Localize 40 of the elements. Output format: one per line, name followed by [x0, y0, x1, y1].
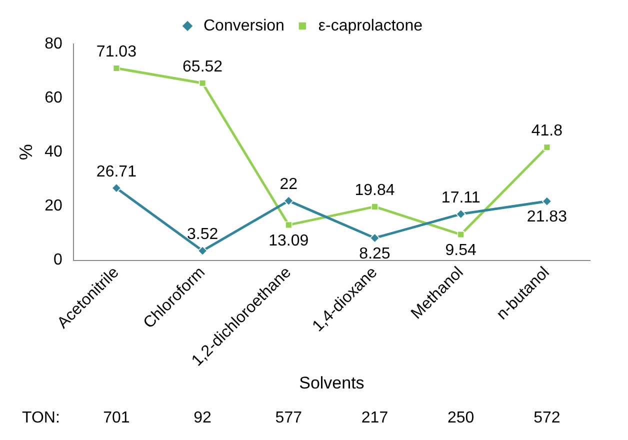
legend-label: Conversion — [203, 17, 284, 34]
point — [543, 144, 551, 151]
data-label: 22 — [280, 176, 298, 194]
point — [198, 80, 206, 87]
point — [198, 246, 208, 256]
data-label: 71.03 — [96, 44, 137, 61]
data-label: 9.54 — [445, 242, 477, 259]
y-tick-label: 20 — [44, 198, 62, 215]
text: 701 — [103, 409, 130, 426]
point — [112, 64, 120, 72]
text: TON: — [22, 409, 60, 426]
text: 250 — [448, 409, 474, 426]
y-tick-label: 80 — [44, 35, 62, 52]
text: 577 — [275, 409, 302, 426]
x-axis-title: Solvents — [299, 373, 364, 392]
point — [285, 221, 292, 228]
y-tick-label: 40 — [44, 144, 62, 161]
y-tick-label: 0 — [53, 252, 62, 269]
point — [112, 183, 122, 193]
y-tick-label: 60 — [44, 89, 62, 106]
data-label: 3.52 — [186, 226, 218, 244]
point — [457, 230, 464, 238]
data-label: 19.84 — [354, 182, 395, 200]
y-axis-title: % — [16, 144, 36, 160]
text: 217 — [361, 409, 388, 426]
data-label: 65.52 — [182, 58, 223, 76]
text: 572 — [534, 409, 560, 426]
point — [456, 209, 466, 219]
legend-label: ε-caprolactone — [318, 17, 423, 34]
point — [370, 233, 380, 243]
point — [284, 196, 294, 206]
data-label: 21.83 — [526, 208, 568, 226]
data-label: 17.11 — [441, 189, 480, 206]
data-label: 26.71 — [96, 163, 137, 180]
data-label: 41.8 — [531, 122, 563, 140]
point — [371, 203, 378, 210]
text: 92 — [194, 409, 212, 426]
data-label: 8.25 — [359, 245, 390, 262]
point — [542, 196, 552, 206]
data-label: 13.09 — [268, 232, 309, 250]
